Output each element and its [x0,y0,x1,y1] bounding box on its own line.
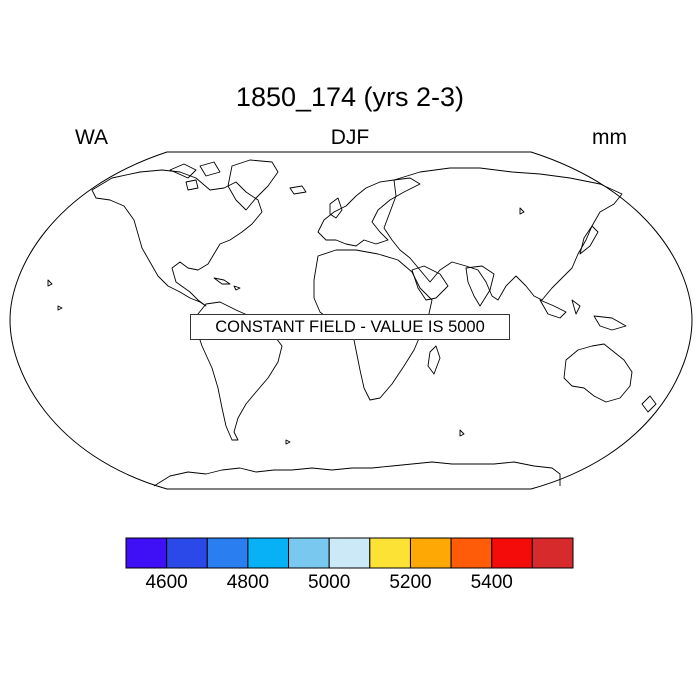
colorbar-box [369,537,411,569]
variable-label: WA [75,126,109,149]
map-border [9,151,693,490]
colorbar-box [328,537,371,569]
colorbar-tick-label: 5400 [470,572,513,593]
coast-arabia [411,265,449,301]
colorbar-tick-label: 5000 [308,572,351,593]
coast-europe [317,177,421,247]
coast-antarctica [153,461,561,487]
coast-iceland [289,185,307,195]
coast-caribbean [213,277,241,291]
coast-southeast-asia [539,299,627,331]
coast-new-zealand [641,395,657,413]
coast-north-america [91,169,263,307]
colorbar-box [206,537,249,569]
colorbar-tick-label: 4600 [145,572,188,593]
colorbar-box [409,537,452,569]
colorbar-box [491,537,533,569]
coast-british-isles [329,197,343,219]
coast-madagascar [427,345,441,375]
coast-arctic-islands [169,161,221,191]
coast-small-islands [47,207,525,445]
colorbar-box [450,537,493,569]
coast-asia [383,167,623,301]
colorbar-tick-label: 4800 [226,572,270,593]
season-label: DJF [330,126,370,149]
constant-field-label: CONSTANT FIELD - VALUE IS 5000 [190,314,510,340]
colorbar-tick-label: 5200 [389,572,432,593]
colorbar-box [288,537,330,569]
colorbar-boxes [125,537,574,569]
coast-greenland [227,159,279,211]
units-label: mm [592,126,627,149]
colorbar-box [247,537,290,569]
coast-india [465,265,495,307]
colorbar-box [531,537,574,569]
coastlines [47,159,657,487]
colorbar-box [166,537,208,569]
plot-title: 1850_174 (yrs 2-3) [235,82,465,112]
coast-australia [563,343,633,403]
colorbar-box [125,537,168,569]
coast-japan [579,225,599,255]
